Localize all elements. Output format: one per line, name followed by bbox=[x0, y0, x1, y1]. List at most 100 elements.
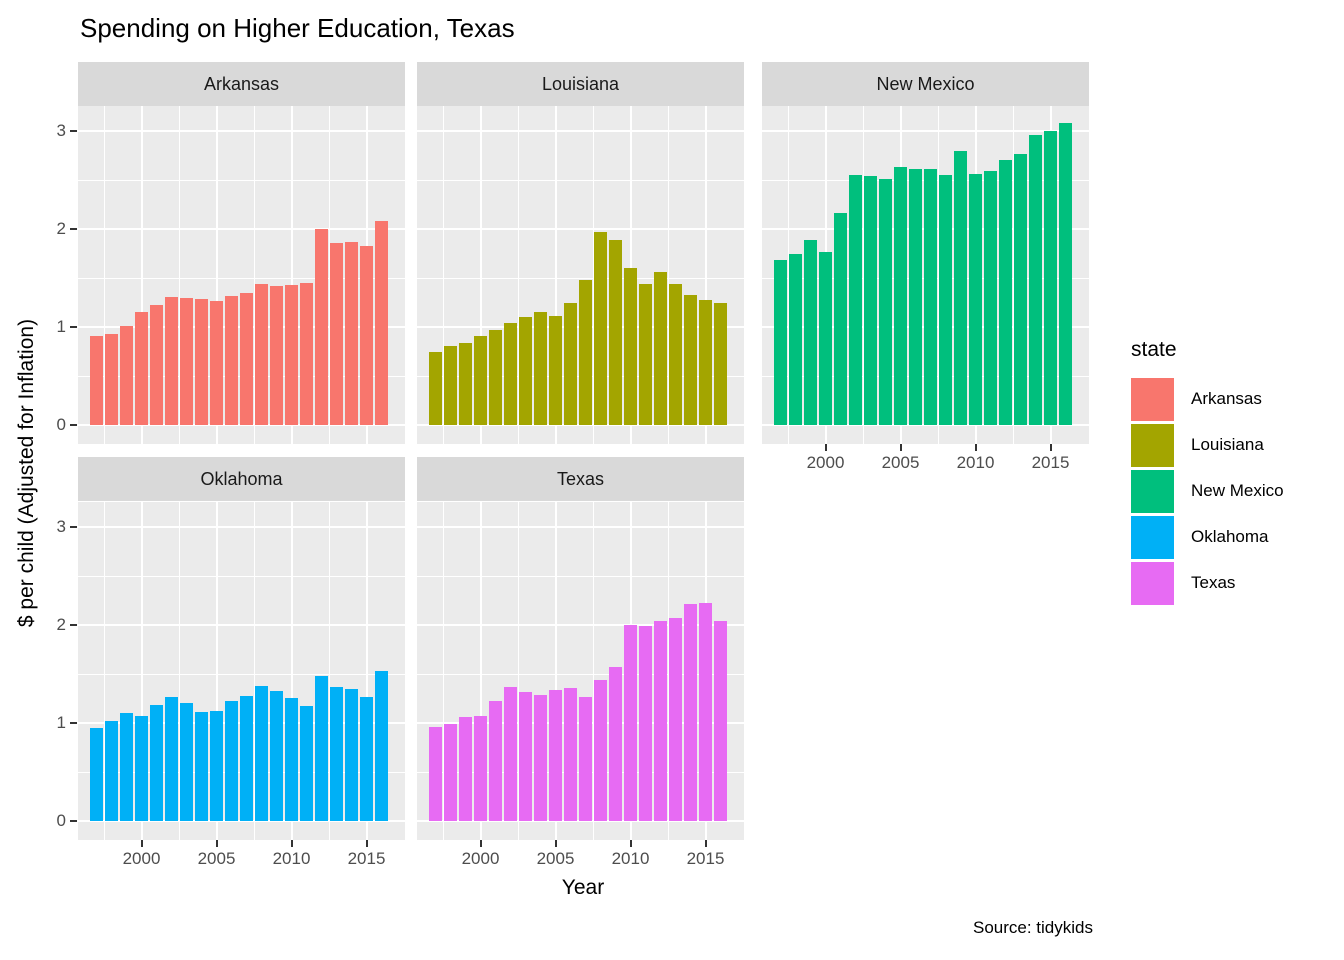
x-tick-label: 2000 bbox=[806, 453, 845, 472]
bar-oklahoma-2015 bbox=[359, 697, 374, 821]
y-tick-mark bbox=[70, 130, 77, 132]
bar-arkansas-2013 bbox=[329, 243, 344, 425]
bar-texas-2010 bbox=[623, 625, 638, 821]
gridline-major bbox=[78, 424, 405, 426]
gridline-major bbox=[78, 228, 405, 230]
gridline-major bbox=[290, 502, 293, 840]
bar-louisiana-2005 bbox=[548, 316, 563, 425]
bar-arkansas-2005 bbox=[209, 301, 224, 425]
bar-texas-2016 bbox=[713, 621, 728, 821]
bar-arkansas-2008 bbox=[254, 284, 269, 425]
bar-new-mexico-2007 bbox=[923, 169, 938, 425]
bar-new-mexico-2009 bbox=[953, 151, 968, 425]
facet-panel-texas bbox=[417, 502, 744, 840]
y-tick-mark bbox=[70, 526, 77, 528]
x-tick-mark bbox=[479, 840, 482, 847]
bar-oklahoma-2005 bbox=[209, 711, 224, 821]
bar-texas-1999 bbox=[458, 717, 473, 821]
bar-arkansas-2010 bbox=[284, 285, 299, 425]
caption: Source: tidykids bbox=[973, 918, 1093, 937]
gridline-major bbox=[417, 424, 744, 426]
gridline-major bbox=[78, 130, 405, 132]
bar-new-mexico-2013 bbox=[1013, 154, 1028, 425]
bar-new-mexico-2002 bbox=[848, 175, 863, 425]
bar-louisiana-2016 bbox=[713, 303, 728, 425]
bar-arkansas-2002 bbox=[164, 297, 179, 425]
gridline-minor bbox=[417, 576, 744, 577]
bar-new-mexico-2003 bbox=[863, 176, 878, 425]
y-tick-mark bbox=[70, 326, 77, 328]
facet-strip-label: Oklahoma bbox=[200, 468, 283, 489]
x-tick-label: 2010 bbox=[272, 849, 311, 868]
gridline-minor bbox=[329, 502, 330, 840]
legend-label-texas: Texas bbox=[1191, 573, 1236, 592]
bar-arkansas-2004 bbox=[194, 299, 209, 425]
bar-oklahoma-2016 bbox=[374, 671, 389, 821]
bar-oklahoma-2001 bbox=[149, 705, 164, 821]
bar-arkansas-2014 bbox=[344, 242, 359, 425]
gridline-minor bbox=[104, 502, 105, 840]
legend-label-arkansas: Arkansas bbox=[1191, 389, 1262, 408]
facet-strip-texas: Texas bbox=[417, 457, 744, 501]
bar-arkansas-2015 bbox=[359, 246, 374, 425]
gridline-minor bbox=[518, 502, 519, 840]
bar-oklahoma-1998 bbox=[104, 721, 119, 821]
x-tick-mark bbox=[704, 840, 707, 847]
gridline-major bbox=[140, 106, 143, 444]
gridline-minor bbox=[417, 674, 744, 675]
bar-texas-2003 bbox=[518, 692, 533, 821]
gridline-major bbox=[78, 820, 405, 822]
gridline-minor bbox=[104, 106, 105, 444]
y-tick-label: 0 bbox=[56, 415, 66, 434]
gridline-major bbox=[479, 106, 482, 444]
bar-arkansas-1998 bbox=[104, 334, 119, 425]
bar-new-mexico-2012 bbox=[998, 160, 1013, 425]
bar-texas-2007 bbox=[578, 697, 593, 821]
x-tick-label: 2010 bbox=[611, 849, 650, 868]
bar-oklahoma-2004 bbox=[194, 712, 209, 821]
gridline-minor bbox=[1013, 106, 1014, 444]
bar-texas-1998 bbox=[443, 724, 458, 821]
bar-new-mexico-2008 bbox=[938, 175, 953, 425]
bar-louisiana-2007 bbox=[578, 280, 593, 425]
y-tick-label: 1 bbox=[56, 317, 66, 336]
x-tick-label: 2000 bbox=[122, 849, 161, 868]
gridline-minor bbox=[938, 106, 939, 444]
gridline-minor bbox=[593, 106, 594, 444]
bar-oklahoma-2014 bbox=[344, 689, 359, 821]
gridline-minor bbox=[788, 106, 789, 444]
bar-louisiana-2001 bbox=[488, 330, 503, 425]
bar-oklahoma-2012 bbox=[314, 676, 329, 821]
legend-swatch-louisiana bbox=[1131, 424, 1174, 467]
legend-label-louisiana: Louisiana bbox=[1191, 435, 1264, 454]
gridline-major bbox=[140, 502, 143, 840]
y-axis-title: $ per child (Adjusted for Inflation) bbox=[15, 318, 38, 628]
x-tick-mark bbox=[1049, 444, 1052, 451]
bar-louisiana-1999 bbox=[458, 343, 473, 425]
x-tick-label: 2015 bbox=[347, 849, 386, 868]
gridline-major bbox=[78, 526, 405, 528]
x-tick-mark bbox=[140, 840, 143, 847]
gridline-major bbox=[762, 130, 1089, 132]
gridline-major bbox=[704, 106, 707, 444]
y-tick-label: 0 bbox=[56, 811, 66, 830]
y-tick-label: 2 bbox=[56, 615, 66, 634]
bar-new-mexico-1997 bbox=[773, 260, 788, 425]
bar-louisiana-2006 bbox=[563, 303, 578, 425]
bar-oklahoma-1997 bbox=[89, 728, 104, 821]
bar-new-mexico-2004 bbox=[878, 179, 893, 425]
bar-texas-2004 bbox=[533, 695, 548, 821]
facet-panel-new-mexico bbox=[762, 106, 1089, 444]
bar-texas-2006 bbox=[563, 688, 578, 821]
bar-arkansas-2003 bbox=[179, 298, 194, 425]
bar-new-mexico-2000 bbox=[818, 252, 833, 425]
bar-oklahoma-2003 bbox=[179, 703, 194, 821]
legend: state Arkansas Louisiana New Mexico Oklahom… bbox=[1130, 330, 1340, 620]
bar-arkansas-1997 bbox=[89, 336, 104, 425]
bar-louisiana-2014 bbox=[683, 295, 698, 425]
gridline-major bbox=[215, 106, 218, 444]
bar-texas-2002 bbox=[503, 687, 518, 821]
x-tick-mark bbox=[215, 840, 218, 847]
bar-arkansas-2012 bbox=[314, 229, 329, 425]
bar-texas-2008 bbox=[593, 680, 608, 821]
